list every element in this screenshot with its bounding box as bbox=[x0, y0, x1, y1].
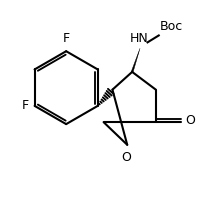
Text: O: O bbox=[121, 151, 131, 164]
Text: HN: HN bbox=[130, 32, 148, 45]
Text: Boc: Boc bbox=[160, 20, 183, 33]
Text: F: F bbox=[63, 32, 70, 45]
Text: F: F bbox=[22, 99, 29, 112]
Text: O: O bbox=[185, 114, 195, 127]
Polygon shape bbox=[131, 48, 140, 72]
